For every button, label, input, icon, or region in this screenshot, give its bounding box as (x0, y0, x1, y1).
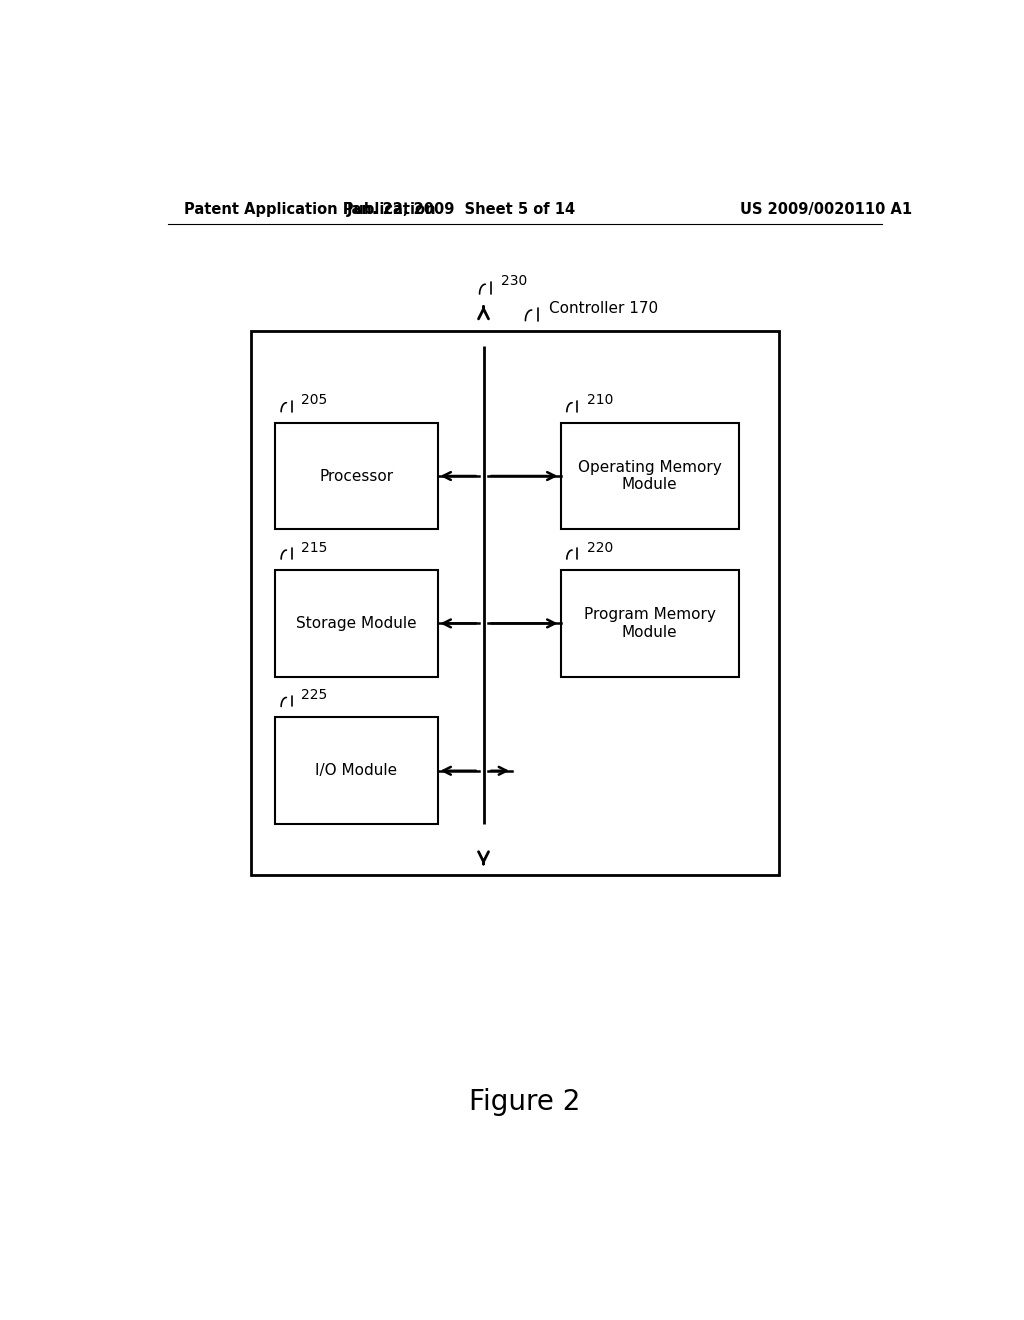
Text: I/O Module: I/O Module (315, 763, 397, 779)
Text: Processor: Processor (319, 469, 393, 483)
Text: Controller 170: Controller 170 (549, 301, 658, 317)
Text: Program Memory
Module: Program Memory Module (584, 607, 716, 640)
Text: Patent Application Publication: Patent Application Publication (183, 202, 435, 216)
Bar (560, 570, 739, 677)
Text: Storage Module: Storage Module (296, 616, 417, 631)
Text: 215: 215 (301, 541, 328, 554)
Text: US 2009/0020110 A1: US 2009/0020110 A1 (740, 202, 912, 216)
Bar (274, 422, 437, 529)
Text: 230: 230 (501, 275, 527, 288)
Text: 220: 220 (587, 541, 613, 554)
Bar (560, 422, 739, 529)
Bar (251, 331, 778, 875)
Text: Jan. 22, 2009  Sheet 5 of 14: Jan. 22, 2009 Sheet 5 of 14 (347, 202, 575, 216)
Text: 225: 225 (301, 688, 328, 702)
Text: 205: 205 (301, 393, 328, 408)
Text: Figure 2: Figure 2 (469, 1088, 581, 1115)
Text: 210: 210 (587, 393, 613, 408)
Text: Operating Memory
Module: Operating Memory Module (578, 459, 722, 492)
Bar (274, 718, 437, 824)
Bar (274, 570, 437, 677)
